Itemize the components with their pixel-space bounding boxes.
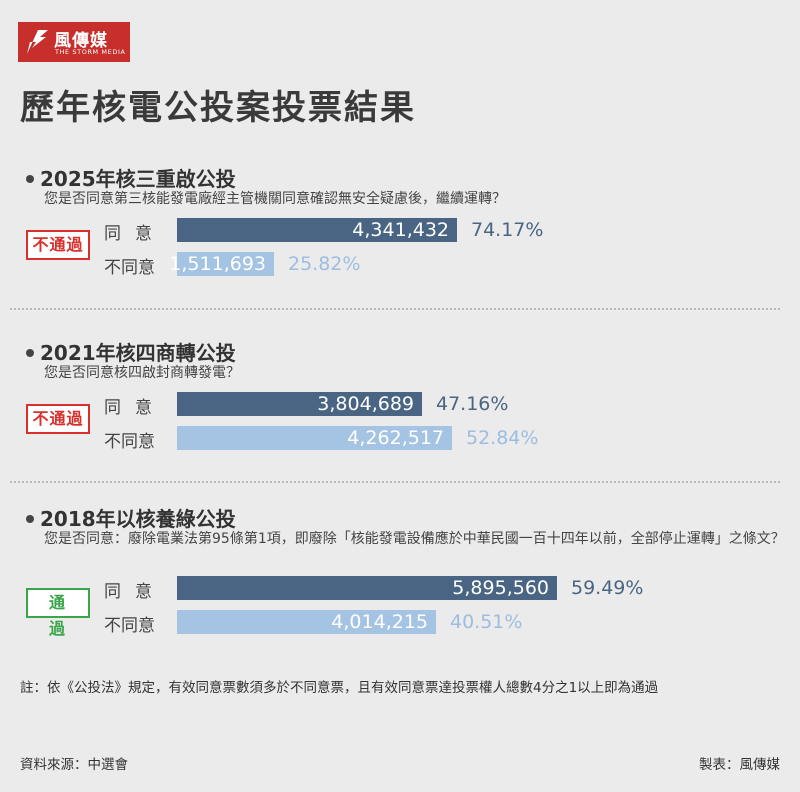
referendum-question: 您是否同意：廢除電業法第95條第1項，即廢除「核能發電設備應於中華民國一百十四年…: [44, 531, 785, 547]
agree-bar: 3,804,689: [177, 392, 422, 416]
bar-value-label: 3,804,689: [317, 393, 414, 415]
bar-value-label: 4,262,517: [347, 427, 444, 449]
disagree-label: 不同意: [104, 616, 155, 636]
bullet-icon: [26, 348, 34, 357]
referendum-title: 2021年核四商轉公投: [26, 337, 236, 366]
pass-badge: 通過: [26, 588, 90, 638]
bar-value-label: 1,511,693: [169, 253, 266, 275]
referendum-title: 2018年以核養綠公投: [26, 503, 236, 532]
storm-logo-icon: [27, 30, 48, 54]
referendum-title-text: 2025年核三重啟公投: [40, 167, 236, 191]
agree-percent: 59.49%: [571, 577, 644, 599]
logo-name: 風傳媒: [54, 31, 108, 51]
agree-bar: 4,341,432: [177, 218, 457, 242]
agree-label: 同意: [104, 582, 166, 602]
referendum-question: 您是否同意核四啟封商轉發電？: [44, 365, 240, 381]
disagree-bar: 4,262,517: [177, 426, 452, 450]
disagree-percent: 40.51%: [450, 611, 523, 633]
disagree-percent: 25.82%: [288, 253, 361, 275]
storm-media-logo: 風傳媒 THE STORM MEDIA: [18, 22, 130, 62]
agree-percent: 47.16%: [436, 393, 509, 415]
fail-badge: 不通過: [26, 404, 90, 434]
referendum-question: 您是否同意第三核能發電廠經主管機關同意確認無安全疑慮後，繼續運轉？: [44, 191, 506, 207]
bar-value-label: 5,895,560: [452, 577, 549, 599]
bullet-icon: [26, 514, 34, 523]
bar-value-label: 4,014,215: [331, 611, 428, 633]
disagree-bar: 4,014,215: [177, 610, 436, 634]
section-divider: [10, 308, 780, 310]
agree-label: 同意: [104, 224, 166, 244]
referendum-title-text: 2018年以核養綠公投: [40, 507, 236, 531]
chart-credit: 製表：風傳媒: [699, 757, 780, 773]
fail-badge: 不通過: [26, 230, 90, 260]
page-title: 歷年核電公投案投票結果: [20, 88, 416, 128]
agree-label: 同意: [104, 398, 166, 418]
bullet-icon: [26, 174, 34, 183]
disagree-label: 不同意: [104, 258, 155, 278]
disagree-label: 不同意: [104, 432, 155, 452]
disagree-bar: 1,511,693: [169, 252, 274, 276]
footnote: 註：依《公投法》規定，有效同意票數須多於不同意票，且有效同意票達投票權人總數4分…: [20, 680, 659, 696]
logo-subtitle: THE STORM MEDIA: [55, 48, 126, 56]
agree-bar: 5,895,560: [177, 576, 557, 600]
agree-percent: 74.17%: [471, 219, 544, 241]
bar-value-label: 4,341,432: [352, 219, 449, 241]
referendum-title-text: 2021年核四商轉公投: [40, 341, 236, 365]
referendum-title: 2025年核三重啟公投: [26, 163, 236, 192]
data-source: 資料來源：中選會: [20, 757, 128, 773]
disagree-percent: 52.84%: [466, 427, 539, 449]
section-divider: [10, 481, 780, 483]
